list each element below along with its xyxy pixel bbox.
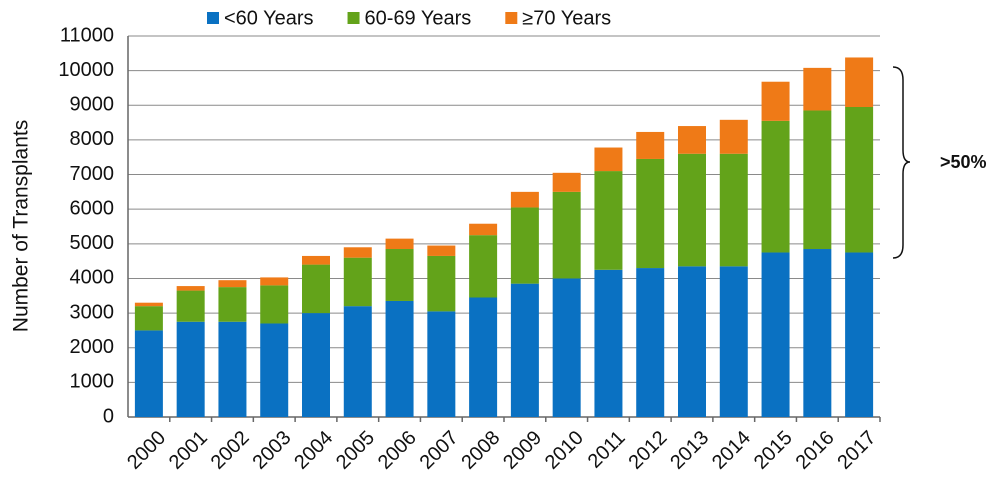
y-tick-label: 8000 bbox=[70, 128, 115, 150]
y-tick-label: 2000 bbox=[70, 336, 115, 358]
bar-segment bbox=[343, 247, 372, 258]
bar-segment bbox=[678, 153, 706, 267]
x-tick-label: 2009 bbox=[499, 427, 546, 474]
bar-segment bbox=[427, 311, 456, 417]
bar-segment bbox=[134, 306, 163, 331]
bar-segment bbox=[134, 330, 163, 417]
bar-segment bbox=[427, 245, 456, 256]
x-tick-label: 2017 bbox=[833, 427, 880, 474]
y-tick-label: 7000 bbox=[70, 163, 115, 185]
x-tick-label: 2011 bbox=[584, 427, 630, 473]
bar-segment bbox=[176, 286, 205, 291]
x-tick-label: 2007 bbox=[416, 427, 463, 474]
bar-segment bbox=[302, 313, 330, 417]
bar-segment bbox=[427, 255, 456, 312]
y-axis-label: Number of Transplants bbox=[10, 120, 33, 332]
bar-segment bbox=[260, 323, 289, 417]
bar-segment bbox=[510, 207, 539, 284]
bar-segment bbox=[761, 81, 790, 121]
legend-swatch bbox=[347, 12, 360, 24]
legend-label: 60-69 Years bbox=[365, 7, 472, 29]
x-tick-label: 2014 bbox=[708, 427, 755, 474]
bar-segment bbox=[719, 153, 748, 267]
x-tick-label: 2013 bbox=[666, 427, 713, 474]
bar-segment bbox=[761, 120, 790, 253]
y-tick-label: 9000 bbox=[70, 94, 115, 116]
bar-segment bbox=[302, 255, 330, 265]
x-tick-label: 2004 bbox=[290, 427, 337, 474]
x-tick-label: 2000 bbox=[123, 427, 170, 474]
bar-segment bbox=[343, 306, 372, 417]
y-tick-label: 10000 bbox=[58, 59, 114, 81]
bar-segment bbox=[594, 269, 623, 417]
bar-segment bbox=[302, 264, 330, 314]
legend-label: <60 Years bbox=[224, 7, 314, 29]
bar-segment bbox=[636, 131, 665, 159]
bar-segment bbox=[594, 171, 623, 270]
bar-segment bbox=[719, 119, 748, 154]
bar-segment bbox=[469, 297, 498, 417]
bar-segment bbox=[385, 300, 414, 417]
x-tick-label: 2003 bbox=[248, 427, 295, 474]
x-tick-label: 2015 bbox=[750, 427, 797, 474]
bar-segment bbox=[803, 67, 832, 111]
bar-segment bbox=[218, 321, 247, 417]
y-tick-label: 6000 bbox=[70, 197, 115, 219]
y-tick-label: 0 bbox=[103, 405, 114, 427]
bar-segment bbox=[678, 126, 706, 154]
bar-segment bbox=[385, 249, 414, 301]
bar-segment bbox=[469, 235, 498, 298]
legend-swatch bbox=[207, 12, 219, 24]
y-tick-label: 11000 bbox=[60, 24, 114, 46]
x-tick-label: 2008 bbox=[457, 427, 504, 474]
x-tick-label: 2016 bbox=[792, 427, 839, 474]
bar-segment bbox=[845, 57, 874, 108]
legend-swatch bbox=[505, 12, 518, 24]
bar-segment bbox=[552, 172, 581, 192]
bar-segment bbox=[510, 191, 539, 208]
bar-segment bbox=[385, 238, 414, 250]
annotation: >50% bbox=[940, 152, 987, 172]
x-tick-label: 2001 bbox=[165, 427, 212, 474]
bar-segment bbox=[176, 290, 205, 322]
brace bbox=[892, 66, 911, 259]
bar-segment bbox=[761, 252, 790, 417]
bar-segment bbox=[678, 266, 706, 417]
legend-label: ≥70 Years bbox=[522, 7, 611, 29]
bar-segment bbox=[260, 277, 289, 286]
x-tick-label: 2012 bbox=[624, 427, 671, 474]
x-tick-label: 2010 bbox=[541, 427, 588, 474]
y-tick-label: 5000 bbox=[70, 232, 115, 254]
bar-segment bbox=[845, 107, 874, 253]
bar-segment bbox=[218, 280, 247, 288]
bar-segment bbox=[552, 278, 581, 417]
bar-segment bbox=[636, 158, 665, 269]
y-tick-label: 1000 bbox=[70, 371, 115, 393]
bar-segment bbox=[218, 287, 247, 322]
bar-segment bbox=[636, 268, 665, 417]
x-tick-label: 2005 bbox=[332, 427, 379, 474]
bar-segment bbox=[469, 223, 498, 236]
bar-segment bbox=[343, 257, 372, 307]
bar-segment bbox=[260, 285, 289, 324]
bar-segment bbox=[176, 321, 205, 417]
bar-segment bbox=[803, 110, 832, 250]
bar-segment bbox=[510, 283, 539, 417]
y-tick-label: 4000 bbox=[70, 267, 115, 289]
x-tick-label: 2006 bbox=[374, 427, 421, 474]
x-tick-label: 2002 bbox=[207, 427, 254, 474]
bar-segment bbox=[552, 191, 581, 279]
bar-segment bbox=[719, 266, 748, 417]
bar-segment bbox=[594, 147, 623, 172]
bar-segment bbox=[803, 249, 832, 417]
bar-segment bbox=[845, 252, 874, 417]
bar-segment bbox=[134, 302, 163, 307]
y-tick-label: 3000 bbox=[70, 301, 115, 323]
